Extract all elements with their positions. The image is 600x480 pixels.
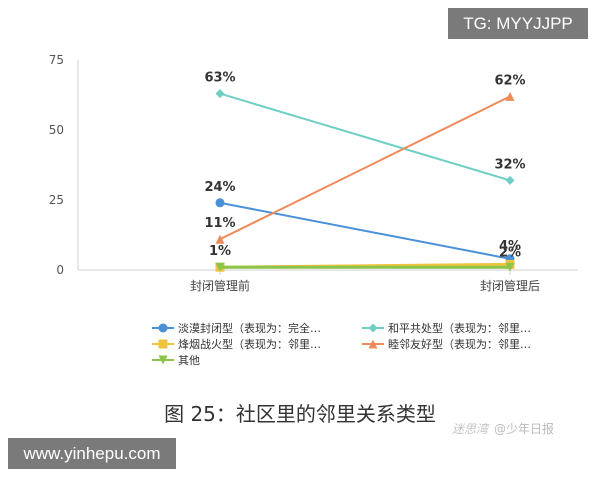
legend-label: 淡漠封闭型（表现为：完全… — [178, 321, 321, 335]
series-line — [219, 92, 511, 182]
x-tick-label: 封闭管理后 — [480, 278, 540, 293]
y-tick-label: 50 — [49, 123, 64, 137]
data-point — [215, 89, 225, 99]
watermark-bottom: www.yinhepu.com — [8, 438, 176, 469]
data-label: 32% — [494, 157, 525, 172]
watermark-top: TG: MYYJJPP — [448, 8, 588, 39]
legend-marker — [158, 323, 168, 333]
y-tick-label: 25 — [49, 193, 64, 207]
source-brand: 迷思湾 — [452, 422, 489, 436]
legend-marker — [368, 323, 378, 333]
data-point — [505, 262, 515, 272]
data-point — [505, 175, 515, 185]
data-label: 24% — [204, 180, 235, 195]
data-point — [215, 198, 225, 208]
series-line — [219, 201, 511, 260]
series-line — [219, 95, 511, 241]
y-tick-label: 0 — [56, 263, 64, 277]
line-chart: 0 25 50 75 封闭管理前 封闭管理后 24% 4% 63% 32% 1% 2% 11% 62% 淡漠… — [49, 53, 578, 367]
x-tick-label: 封闭管理前 — [190, 278, 250, 293]
legend-label: 烽烟战火型（表现为：邻里… — [178, 337, 321, 351]
legend-label: 其他 — [178, 354, 200, 367]
data-label: 2% — [499, 245, 521, 260]
data-label: 1% — [209, 244, 231, 259]
source-name: @少年日报 — [494, 422, 555, 436]
legend-label: 睦邻友好型（表现为：邻里… — [388, 337, 531, 351]
legend-label: 和平共处型（表现为：邻里… — [388, 321, 531, 335]
data-point — [215, 262, 225, 272]
legend-marker — [158, 339, 168, 349]
y-tick-label: 75 — [49, 53, 64, 67]
data-point — [215, 234, 225, 244]
data-label: 11% — [204, 216, 235, 231]
data-label: 63% — [204, 71, 235, 86]
data-point — [505, 91, 515, 101]
data-label: 62% — [494, 73, 525, 88]
legend-marker — [158, 355, 168, 365]
data-label: 4% — [499, 239, 521, 254]
legend-marker — [368, 339, 378, 349]
figure-caption: 图 25：社区里的邻里关系类型 — [164, 402, 436, 426]
source-credit: 迷思湾 @少年日报 — [452, 420, 554, 437]
